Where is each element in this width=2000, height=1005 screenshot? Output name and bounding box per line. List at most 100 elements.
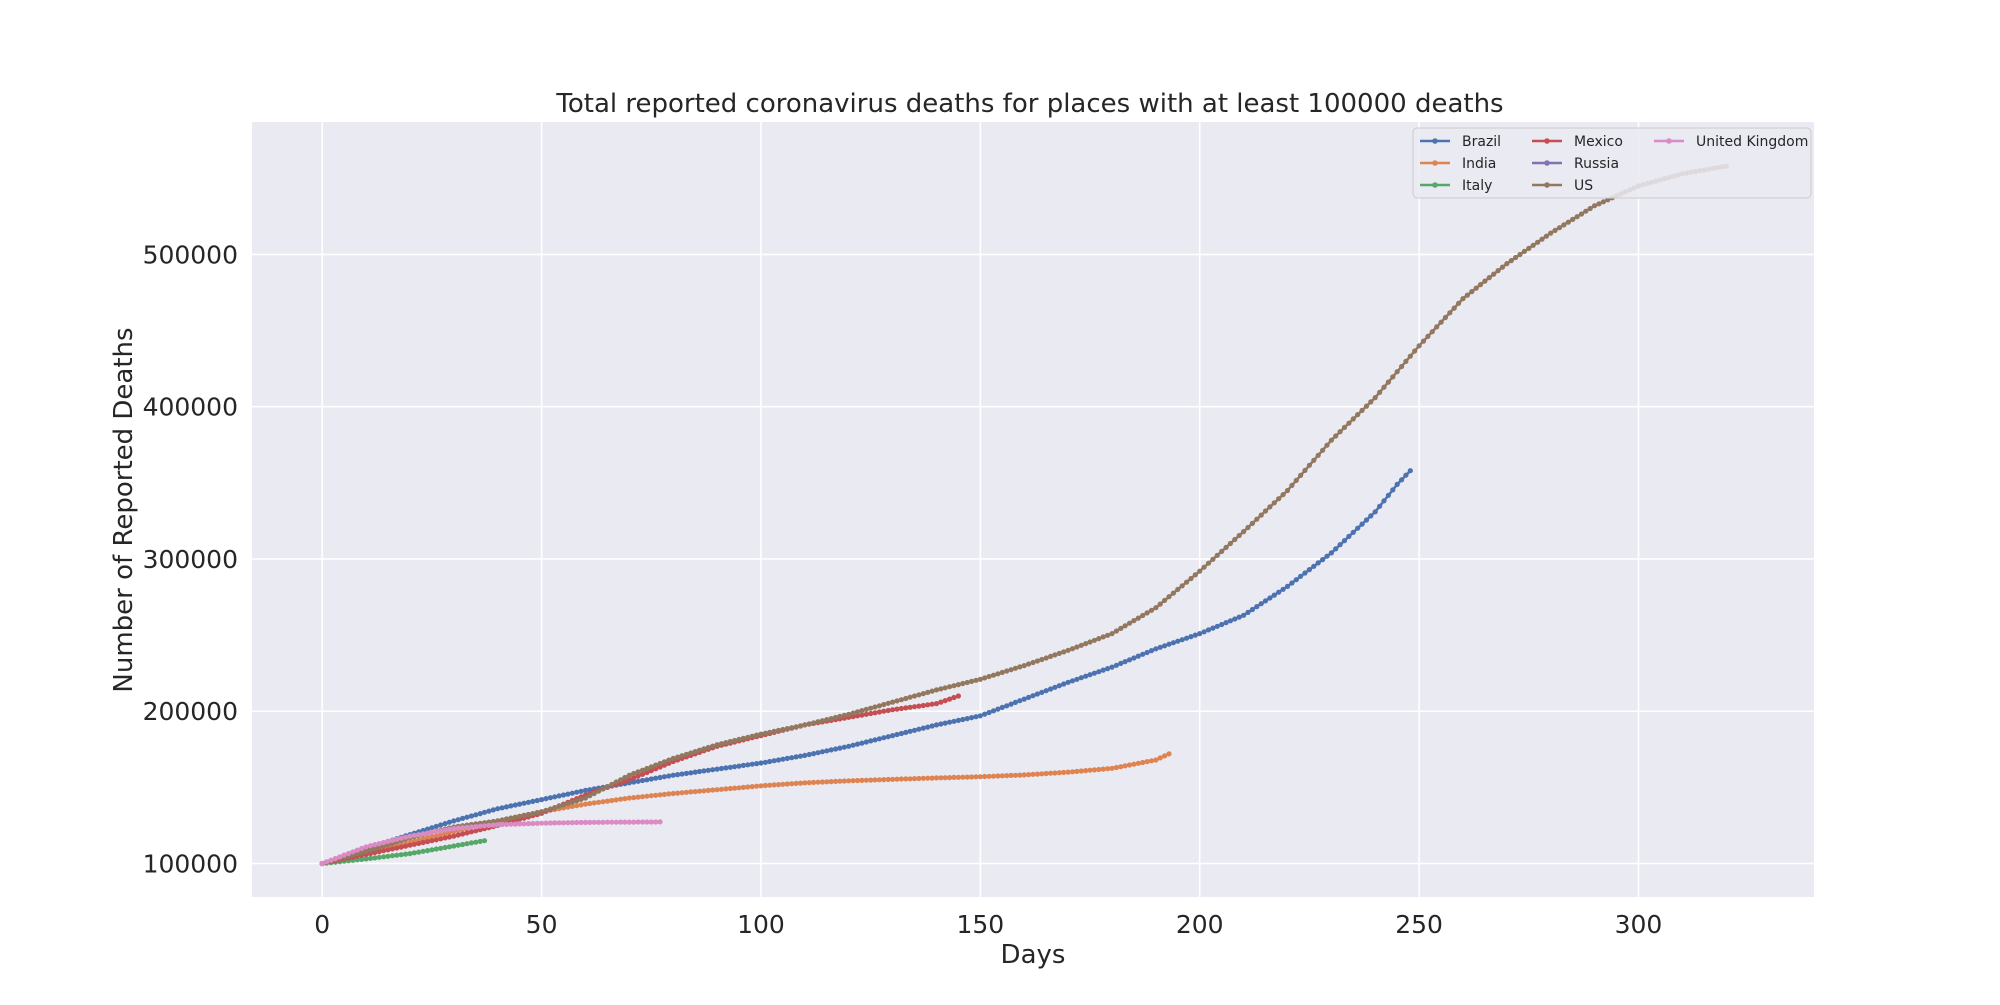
data-point (1175, 586, 1181, 593)
data-point (692, 789, 698, 795)
data-point (1052, 684, 1058, 690)
data-point (438, 845, 444, 851)
data-point (696, 747, 703, 753)
data-point (1495, 268, 1501, 274)
data-point (604, 784, 611, 790)
data-point (416, 840, 422, 847)
data-point (657, 760, 663, 767)
legend: Brazil India Italy Mexico Russia US United Kin… (1412, 127, 1812, 199)
data-point (1403, 358, 1409, 364)
data-point (670, 772, 676, 778)
data-point (661, 759, 668, 765)
data-point (727, 738, 733, 745)
data-point (543, 796, 549, 802)
data-point (929, 723, 935, 729)
data-point (911, 727, 918, 733)
data-point (424, 830, 431, 836)
data-point (797, 753, 804, 759)
data-point (688, 789, 694, 795)
data-point (473, 812, 479, 818)
data-point (1170, 590, 1176, 596)
data-point (539, 820, 545, 826)
data-point (446, 819, 452, 825)
data-point (789, 755, 795, 761)
legend-label: United Kingdom (1696, 134, 1808, 150)
data-point (710, 787, 716, 793)
data-point (973, 774, 979, 780)
data-point (1565, 219, 1571, 225)
data-point (1043, 655, 1049, 661)
data-point (859, 712, 865, 718)
data-point (982, 675, 988, 681)
data-point (635, 769, 641, 775)
data-point (806, 780, 812, 786)
data-point (508, 815, 514, 821)
data-point (925, 689, 931, 696)
data-point (1241, 529, 1247, 535)
data-point (530, 798, 536, 805)
data-point (898, 705, 905, 712)
data-point (1530, 242, 1536, 248)
data-point (819, 749, 826, 755)
data-point (1144, 649, 1150, 656)
chart-title: Total reported coronavirus deaths for pl… (555, 89, 1503, 119)
data-point (1087, 767, 1093, 773)
data-point (683, 751, 690, 757)
data-point (569, 803, 575, 810)
data-point (626, 772, 632, 778)
data-point (859, 740, 865, 746)
data-point (1170, 640, 1176, 646)
data-point (389, 837, 395, 844)
data-point (530, 820, 536, 827)
legend-marker (1544, 138, 1550, 144)
data-point (1179, 583, 1185, 589)
data-point (372, 849, 378, 856)
data-point (942, 698, 948, 704)
data-point (969, 715, 975, 721)
data-point (938, 699, 944, 705)
data-point (517, 801, 523, 807)
data-point (688, 750, 694, 756)
legend-label: India (1462, 156, 1496, 172)
data-point (451, 825, 457, 832)
data-point (784, 755, 790, 762)
data-point (495, 822, 501, 828)
data-point (911, 693, 918, 699)
data-point (560, 820, 567, 826)
data-point (464, 830, 470, 836)
data-point (451, 818, 457, 824)
data-point (1477, 282, 1484, 288)
data-point (990, 708, 997, 714)
data-point (1126, 657, 1133, 663)
data-point (639, 767, 646, 773)
data-point (1065, 647, 1071, 653)
data-point (398, 835, 404, 841)
data-point (411, 832, 417, 838)
data-point (1153, 605, 1159, 611)
data-point (1153, 757, 1159, 763)
data-point (1346, 420, 1352, 426)
data-point (749, 761, 755, 767)
data-point (455, 832, 461, 838)
data-point (723, 786, 729, 792)
data-point (793, 780, 799, 787)
legend-frame (1412, 127, 1812, 199)
data-point (398, 852, 404, 858)
data-point (587, 819, 593, 826)
y-tick-label: 500000 (143, 240, 238, 269)
data-point (1166, 751, 1172, 757)
data-point (1442, 314, 1448, 321)
data-point (433, 833, 439, 839)
data-point (1004, 703, 1010, 709)
data-point (960, 680, 966, 687)
data-point (631, 779, 637, 785)
data-point (350, 849, 356, 855)
data-point (1026, 661, 1032, 667)
data-point (503, 816, 510, 822)
data-point (354, 847, 360, 853)
data-point (635, 778, 641, 784)
data-point (372, 855, 378, 861)
data-point (692, 749, 698, 755)
data-point (775, 782, 782, 788)
data-point (916, 726, 922, 732)
